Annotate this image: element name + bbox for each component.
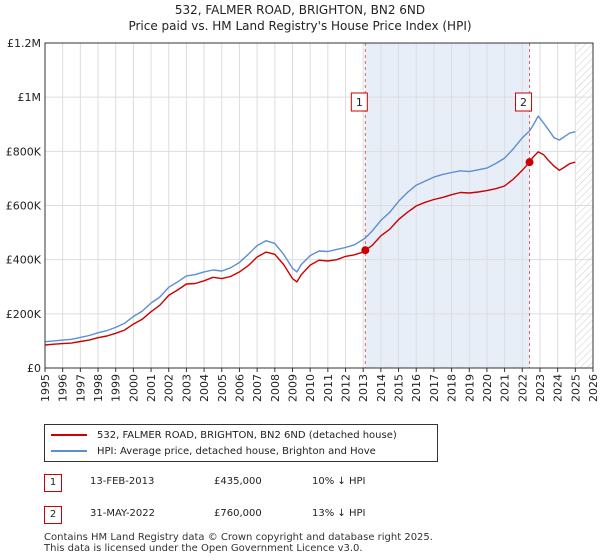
x-tick-label: 2005: [216, 374, 229, 402]
x-tick-label: 2006: [233, 374, 246, 402]
legend-label-hpi: HPI: Average price, detached house, Brig…: [97, 445, 376, 457]
x-tick-label: 2026: [587, 374, 600, 402]
x-tick-label: 2000: [127, 374, 140, 402]
x-tick-label: 2024: [552, 374, 565, 402]
sale-label-number: 2: [520, 96, 527, 109]
x-tick-label: 2016: [410, 374, 423, 402]
x-tick-label: 2023: [534, 374, 547, 402]
x-tick-label: 1999: [110, 374, 123, 402]
transaction-badge: 1: [44, 474, 62, 492]
legend-item-property: 532, FALMER ROAD, BRIGHTON, BN2 6ND (det…: [51, 427, 397, 443]
price-chart: £0 £200K £400K £600K £800K £1M £1.2M 1995 1996 19…: [6, 37, 600, 402]
sale-point: [361, 246, 370, 255]
x-tick-label: 2011: [322, 374, 335, 402]
y-tick-label: £400K: [6, 254, 42, 267]
transaction-date: 13-FEB-2013: [90, 476, 155, 487]
x-tick-label: 2022: [516, 374, 529, 402]
x-tick-label: 2001: [145, 374, 158, 402]
x-tick-label: 2014: [375, 374, 388, 402]
y-tick-label: £0: [27, 362, 41, 375]
transaction-hpi: 10% ↓ HPI: [312, 476, 366, 487]
y-tick-label: £800K: [6, 145, 42, 158]
x-tick-label: 2019: [463, 374, 476, 402]
footer: Contains HM Land Registry data © Crown c…: [44, 532, 433, 554]
x-tick-label: 1998: [92, 374, 105, 402]
x-tick-label: 2008: [269, 374, 282, 402]
legend-red-line-icon: [51, 434, 87, 436]
footer-line-2: This data is licensed under the Open Gov…: [44, 543, 363, 554]
x-tick-label: 2003: [180, 374, 193, 402]
x-tick-label: 2013: [357, 374, 370, 402]
chart-title: 532, FALMER ROAD, BRIGHTON, BN2 6ND: [174, 3, 426, 17]
legend-label-property: 532, FALMER ROAD, BRIGHTON, BN2 6ND (det…: [97, 429, 397, 441]
x-tick-label: 2018: [446, 374, 459, 402]
x-tick-label: 1995: [39, 374, 52, 402]
plot-border: [44, 42, 594, 369]
x-tick-label: 2012: [340, 374, 353, 402]
legend: 532, FALMER ROAD, BRIGHTON, BN2 6ND (det…: [44, 424, 438, 462]
chart-subtitle: Price paid vs. HM Land Registry's House …: [128, 19, 472, 33]
x-tick-label: 1997: [74, 374, 87, 402]
x-tick-label: 2017: [428, 374, 441, 402]
y-tick-label: £1.2M: [7, 37, 41, 50]
sale-label-number: 1: [356, 96, 363, 109]
transaction-date: 31-MAY-2022: [90, 508, 156, 519]
footer-line-1: Contains HM Land Registry data © Crown c…: [44, 532, 433, 543]
transaction-hpi: 13% ↓ HPI: [312, 508, 366, 519]
x-tick-label: 2020: [481, 374, 494, 402]
x-tick-label: 2015: [393, 374, 406, 402]
y-tick-label: £1M: [18, 91, 42, 104]
sale-point: [525, 158, 534, 167]
x-tick-label: 2002: [163, 374, 176, 402]
x-tick-label: 2009: [286, 374, 299, 402]
y-tick-label: £200K: [6, 308, 42, 321]
x-tick-label: 1996: [57, 374, 70, 402]
transaction-badge: 2: [44, 506, 62, 524]
x-tick-label: 2007: [251, 374, 264, 402]
hpi-line: [44, 115, 576, 343]
x-tick-label: 2004: [198, 374, 211, 402]
x-tick-label: 2010: [304, 374, 317, 402]
x-tick-label: 2021: [499, 374, 512, 402]
legend-blue-line-icon: [51, 450, 87, 452]
sale-label-box: [350, 92, 368, 112]
property-price-line: [44, 151, 576, 346]
x-tick-label: 2025: [569, 374, 582, 402]
y-tick-label: £600K: [6, 200, 42, 213]
sale-label-box: [515, 92, 533, 112]
transaction-price: £760,000: [214, 508, 262, 519]
transaction-price: £435,000: [214, 476, 262, 487]
legend-item-hpi: HPI: Average price, detached house, Brig…: [51, 443, 376, 459]
